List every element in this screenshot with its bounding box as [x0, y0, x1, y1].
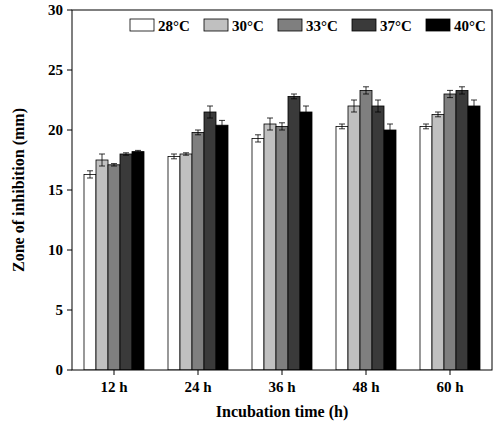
bar: [288, 96, 300, 370]
error-bar: [123, 153, 129, 155]
y-tick: [67, 70, 72, 71]
y-tick-label: 25: [48, 62, 63, 78]
x-tick: [366, 370, 367, 375]
error-bar: [375, 100, 381, 112]
error-bar: [423, 124, 429, 129]
x-tick-label: 12 h: [100, 379, 128, 395]
y-tick: [67, 10, 72, 11]
error-bar: [255, 135, 261, 142]
y-tick: [67, 250, 72, 251]
bar: [384, 130, 396, 370]
bar: [300, 112, 312, 370]
bar: [120, 154, 132, 370]
x-tick: [282, 370, 283, 375]
legend-swatch: [130, 19, 154, 31]
bar: [444, 94, 456, 370]
error-bar: [387, 124, 393, 136]
bar: [252, 138, 264, 370]
error-bar: [459, 87, 465, 94]
error-bar: [351, 100, 357, 112]
bar: [108, 165, 120, 370]
bar: [180, 154, 192, 370]
bar: [132, 152, 144, 370]
x-tick-label: 24 h: [184, 379, 212, 395]
bar: [84, 174, 96, 370]
x-tick-label: 48 h: [352, 379, 380, 395]
x-tick-label: 60 h: [436, 379, 464, 395]
y-tick-label: 10: [48, 242, 63, 258]
legend-swatch: [278, 19, 302, 31]
bar: [420, 126, 432, 370]
error-bar: [207, 106, 213, 118]
error-bar: [363, 87, 369, 94]
error-bar: [111, 164, 117, 166]
bar: [348, 106, 360, 370]
error-bar: [267, 118, 273, 130]
error-bar: [435, 112, 441, 117]
error-bar: [279, 123, 285, 130]
legend: 28°C 30°C 33°C 37°C 40°C: [130, 18, 486, 34]
y-tick: [67, 370, 72, 371]
error-bar: [219, 120, 225, 130]
bars: [84, 87, 480, 370]
error-bar: [171, 154, 177, 159]
error-bar: [303, 106, 309, 118]
error-bar: [339, 124, 345, 129]
error-bar: [87, 171, 93, 178]
legend-label: 30°C: [232, 18, 264, 34]
bar: [456, 90, 468, 370]
bar: [372, 106, 384, 370]
legend-label: 37°C: [380, 18, 412, 34]
y-tick-label: 0: [56, 362, 64, 378]
y-tick-label: 15: [48, 182, 63, 198]
bar: [168, 156, 180, 370]
y-tick-label: 5: [56, 302, 64, 318]
bar: [192, 132, 204, 370]
error-bar: [291, 94, 297, 99]
legend-swatch: [352, 19, 376, 31]
bar: [264, 124, 276, 370]
chart: 0 5 10 15 20 25 30 12 h 24 h 36 h 48 h 60 h Incubati…: [0, 0, 500, 427]
bar: [204, 112, 216, 370]
y-tick: [67, 130, 72, 131]
error-bar: [99, 154, 105, 166]
bar: [432, 114, 444, 370]
legend-label: 33°C: [306, 18, 338, 34]
x-tick-label: 36 h: [268, 379, 296, 395]
error-bar: [471, 100, 477, 112]
legend-swatch: [426, 19, 450, 31]
error-bar: [447, 90, 453, 97]
error-bar: [135, 150, 141, 152]
bar: [360, 90, 372, 370]
y-tick-label: 20: [48, 122, 63, 138]
y-tick: [67, 190, 72, 191]
y-tick: [67, 310, 72, 311]
legend-label: 40°C: [454, 18, 486, 34]
legend-label: 28°C: [158, 18, 190, 34]
y-tick-label: 30: [48, 2, 63, 18]
bar: [96, 160, 108, 370]
x-tick: [450, 370, 451, 375]
legend-swatch: [204, 19, 228, 31]
bar: [336, 126, 348, 370]
x-tick: [198, 370, 199, 375]
x-tick: [114, 370, 115, 375]
y-axis-label: Zone of inhibition (mm): [10, 108, 28, 272]
error-bar: [195, 130, 201, 135]
bar: [276, 126, 288, 370]
x-axis-label: Incubation time (h): [216, 403, 348, 421]
frame: [72, 10, 492, 370]
bar: [216, 125, 228, 370]
bar: [468, 106, 480, 370]
error-bar: [183, 153, 189, 155]
